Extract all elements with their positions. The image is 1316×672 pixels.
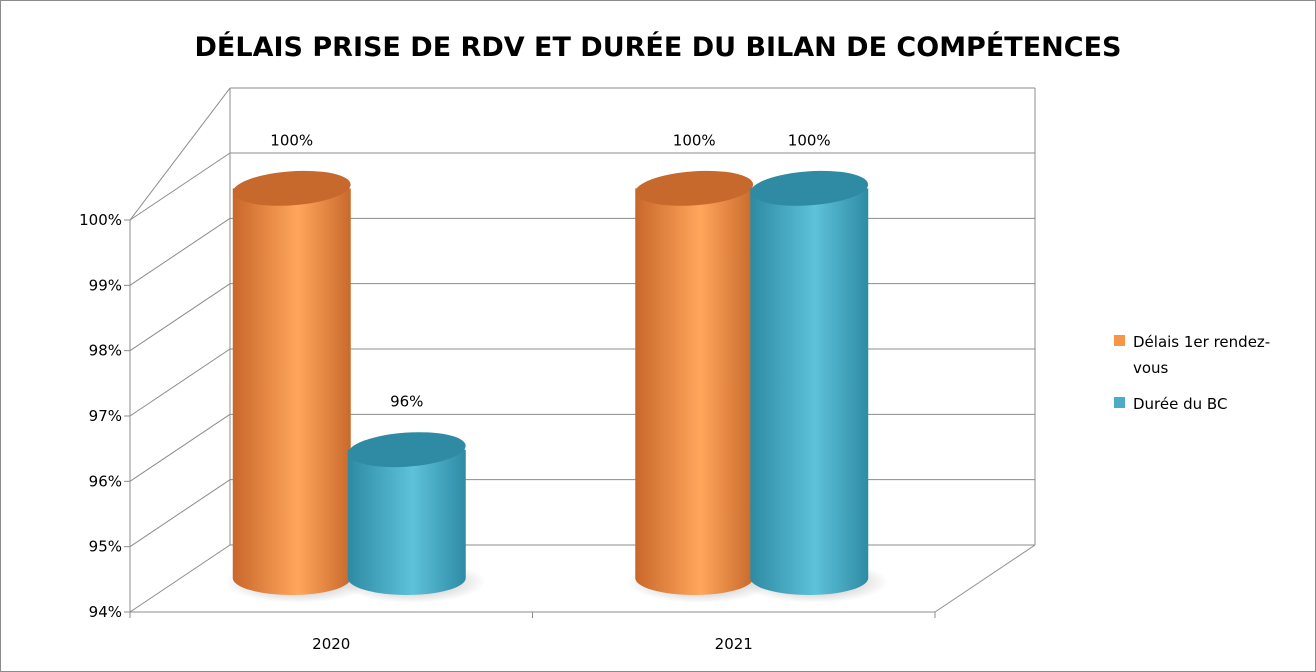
y-tick-label: 95% — [89, 538, 122, 556]
legend-label: Durée du BC — [1133, 395, 1227, 413]
legend-label: Délais 1er rendez- — [1133, 333, 1270, 351]
side-gridline — [129, 217, 231, 286]
data-label: 96% — [390, 393, 423, 411]
bar-duree-2020 — [347, 449, 466, 595]
legend-label: vous — [1133, 359, 1169, 377]
plot-area — [129, 87, 1036, 613]
side-gridline — [129, 413, 231, 482]
data-label: 100% — [673, 131, 716, 149]
side-gridline — [129, 479, 231, 548]
x-tick-label: 2021 — [715, 635, 753, 653]
legend: Délais 1er rendez-vous Durée du BC — [1114, 333, 1270, 413]
y-tick-label: 100% — [79, 211, 122, 229]
bar-duree-2021 — [750, 188, 869, 595]
data-label: 100% — [270, 131, 313, 149]
side-gridline — [129, 544, 231, 613]
y-tick-label: 96% — [89, 472, 122, 490]
bars — [224, 170, 889, 603]
legend-swatch — [1114, 397, 1125, 408]
axes: 94% 95% 96% 97% 98% 99% 100% 2020 2021 — [79, 211, 936, 653]
side-gridline — [129, 283, 231, 352]
y-tick-label: 94% — [89, 603, 122, 621]
bar-top — [232, 170, 351, 206]
bar-top — [635, 170, 754, 206]
chart-title: DÉLAIS PRISE DE RDV ET DURÉE DU BILAN DE… — [195, 31, 1122, 63]
data-labels: 100% 96% 100% 100% — [270, 131, 830, 410]
bar-top — [750, 170, 869, 206]
floor-right-edge — [934, 544, 1036, 613]
x-tick-label: 2020 — [312, 635, 350, 653]
bar-top — [347, 432, 466, 468]
side-wall-top-edge — [129, 87, 231, 221]
legend-swatch — [1114, 335, 1125, 346]
y-tick-label: 97% — [89, 407, 122, 425]
y-tick-label: 98% — [89, 342, 122, 360]
side-gridline — [129, 152, 231, 221]
data-label: 100% — [788, 131, 831, 149]
bar-delais-2020 — [232, 188, 351, 595]
bar-delais-2021 — [635, 188, 754, 595]
y-tick-label: 99% — [89, 276, 122, 294]
side-gridline — [129, 348, 231, 417]
